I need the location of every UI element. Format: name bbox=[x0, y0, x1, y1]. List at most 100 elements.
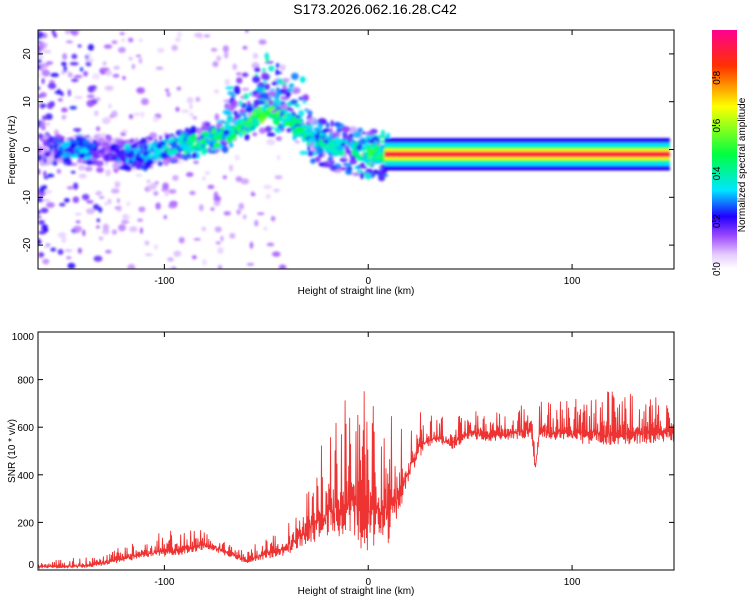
heat-ridge-blob bbox=[261, 73, 271, 81]
heat-ridge-blob bbox=[243, 93, 249, 100]
heat-noise-blob bbox=[155, 66, 164, 70]
heat-noise-blob bbox=[38, 72, 42, 78]
snr-y-axis-label: SNR (10 * v/v) bbox=[7, 419, 18, 483]
heat-ridge-blob bbox=[181, 153, 185, 160]
heat-ridge-blob bbox=[325, 122, 330, 129]
heat-core-blob bbox=[201, 144, 205, 149]
heat-core-blob bbox=[190, 144, 196, 149]
heat-core-blob bbox=[124, 148, 131, 153]
heat-noise-blob bbox=[229, 164, 233, 172]
heat-core-blob bbox=[158, 141, 166, 146]
heat-ridge-blob bbox=[245, 105, 253, 113]
heat-ridge-blob bbox=[244, 133, 250, 141]
heat-noise-blob bbox=[103, 44, 113, 49]
heat-noise-blob bbox=[217, 247, 224, 254]
colorbar-gradient bbox=[712, 30, 737, 269]
heat-core-blob bbox=[159, 152, 168, 159]
spectrogram-y-tick-label: -10 bbox=[22, 190, 33, 205]
heat-noise-blob bbox=[210, 207, 215, 211]
heat-noise-blob bbox=[212, 61, 219, 68]
heat-core-blob bbox=[275, 119, 280, 126]
spectrogram-x-tick-label: -100 bbox=[154, 276, 174, 287]
heat-ridge-blob bbox=[43, 157, 47, 164]
heat-ridge-blob bbox=[275, 68, 279, 76]
heat-noise-blob bbox=[78, 164, 86, 171]
heat-core-blob bbox=[56, 140, 61, 145]
heat-ridge-blob bbox=[348, 126, 358, 133]
heat-core-blob bbox=[200, 138, 207, 144]
heat-noise-blob bbox=[266, 242, 275, 247]
heat-noise-blob bbox=[59, 202, 66, 207]
heat-noise-blob bbox=[63, 65, 68, 72]
heat-ridge-blob bbox=[316, 147, 325, 155]
heat-core-blob bbox=[337, 150, 346, 157]
heat-ridge-blob bbox=[299, 150, 309, 155]
heat-ridge-blob bbox=[271, 81, 278, 86]
heat-ridge-blob bbox=[248, 91, 253, 97]
heat-noise-blob bbox=[153, 191, 159, 196]
heat-noise-blob bbox=[214, 113, 220, 121]
heat-ridge-blob bbox=[252, 75, 261, 84]
heat-core-blob bbox=[186, 136, 192, 143]
snr-x-tick-label: 100 bbox=[564, 577, 581, 588]
heat-noise-blob bbox=[76, 129, 80, 133]
heat-noise-blob bbox=[279, 64, 286, 71]
heat-noise-blob bbox=[215, 241, 221, 245]
heat-noise-blob bbox=[70, 170, 76, 174]
spectrogram-x-tick-label: 0 bbox=[365, 276, 371, 287]
heat-ridge-blob bbox=[274, 98, 281, 102]
colorbar: 0.0 0.2 0.4 0.6 0.8 Normalized spectral ampl… bbox=[712, 30, 748, 276]
heat-noise-blob bbox=[186, 97, 194, 104]
heat-ridge-blob bbox=[201, 124, 210, 132]
heat-noise-blob bbox=[42, 245, 50, 249]
heat-ridge-blob bbox=[185, 155, 193, 159]
heat-core-blob bbox=[218, 130, 224, 136]
heat-ridge-blob bbox=[247, 102, 252, 107]
heat-noise-blob bbox=[136, 87, 145, 94]
heat-ridge-blob bbox=[38, 146, 44, 151]
heat-core-blob bbox=[368, 145, 375, 149]
heat-ridge-blob bbox=[306, 111, 314, 115]
heat-noise-blob bbox=[38, 86, 41, 90]
heat-noise-blob bbox=[65, 40, 74, 44]
heat-noise-blob bbox=[121, 214, 131, 221]
heat-ridge-blob bbox=[377, 134, 384, 139]
heat-noise-blob bbox=[153, 244, 159, 250]
heat-ridge-blob bbox=[221, 145, 229, 154]
heat-noise-blob bbox=[224, 78, 231, 86]
spectrogram-x-axis-label: Height of straight line (km) bbox=[298, 286, 415, 297]
heat-ridge-blob bbox=[223, 121, 231, 125]
heat-ridge-blob bbox=[46, 151, 51, 155]
heat-ridge-blob bbox=[286, 101, 291, 107]
heat-noise-blob bbox=[64, 30, 71, 35]
heat-noise-blob bbox=[94, 110, 99, 117]
heat-noise-blob bbox=[245, 30, 249, 33]
heat-noise-blob bbox=[201, 226, 207, 232]
heat-core-blob bbox=[206, 140, 212, 145]
heat-ridge-blob bbox=[215, 122, 223, 129]
heat-noise-blob bbox=[189, 190, 196, 196]
heat-core-blob bbox=[191, 133, 197, 141]
heat-noise-blob bbox=[166, 92, 171, 98]
heat-ridge-blob bbox=[62, 156, 71, 163]
heat-noise-blob bbox=[138, 57, 143, 64]
heat-noise-blob bbox=[127, 37, 134, 43]
heat-noise-blob bbox=[69, 61, 79, 66]
heat-ridge-blob bbox=[201, 151, 206, 155]
spectrogram-y-axis-label: Frequency (Hz) bbox=[7, 116, 18, 185]
spectrogram-frame bbox=[37, 29, 675, 270]
heat-noise-blob bbox=[77, 247, 83, 254]
heat-ridge-blob bbox=[241, 72, 249, 78]
heat-ridge-blob bbox=[329, 131, 333, 139]
heat-ridge-blob bbox=[222, 109, 230, 115]
spectrogram-y-tick-label: 10 bbox=[22, 96, 33, 108]
heat-noise-blob bbox=[250, 192, 256, 197]
snr-y-tick-label: 800 bbox=[17, 376, 34, 387]
heat-core-blob bbox=[125, 158, 129, 163]
heat-noise-blob bbox=[249, 241, 254, 249]
heat-ridge-blob bbox=[191, 152, 198, 159]
heat-core-blob bbox=[70, 151, 75, 156]
heat-ridge-blob bbox=[233, 85, 241, 92]
heat-noise-blob bbox=[74, 95, 83, 100]
